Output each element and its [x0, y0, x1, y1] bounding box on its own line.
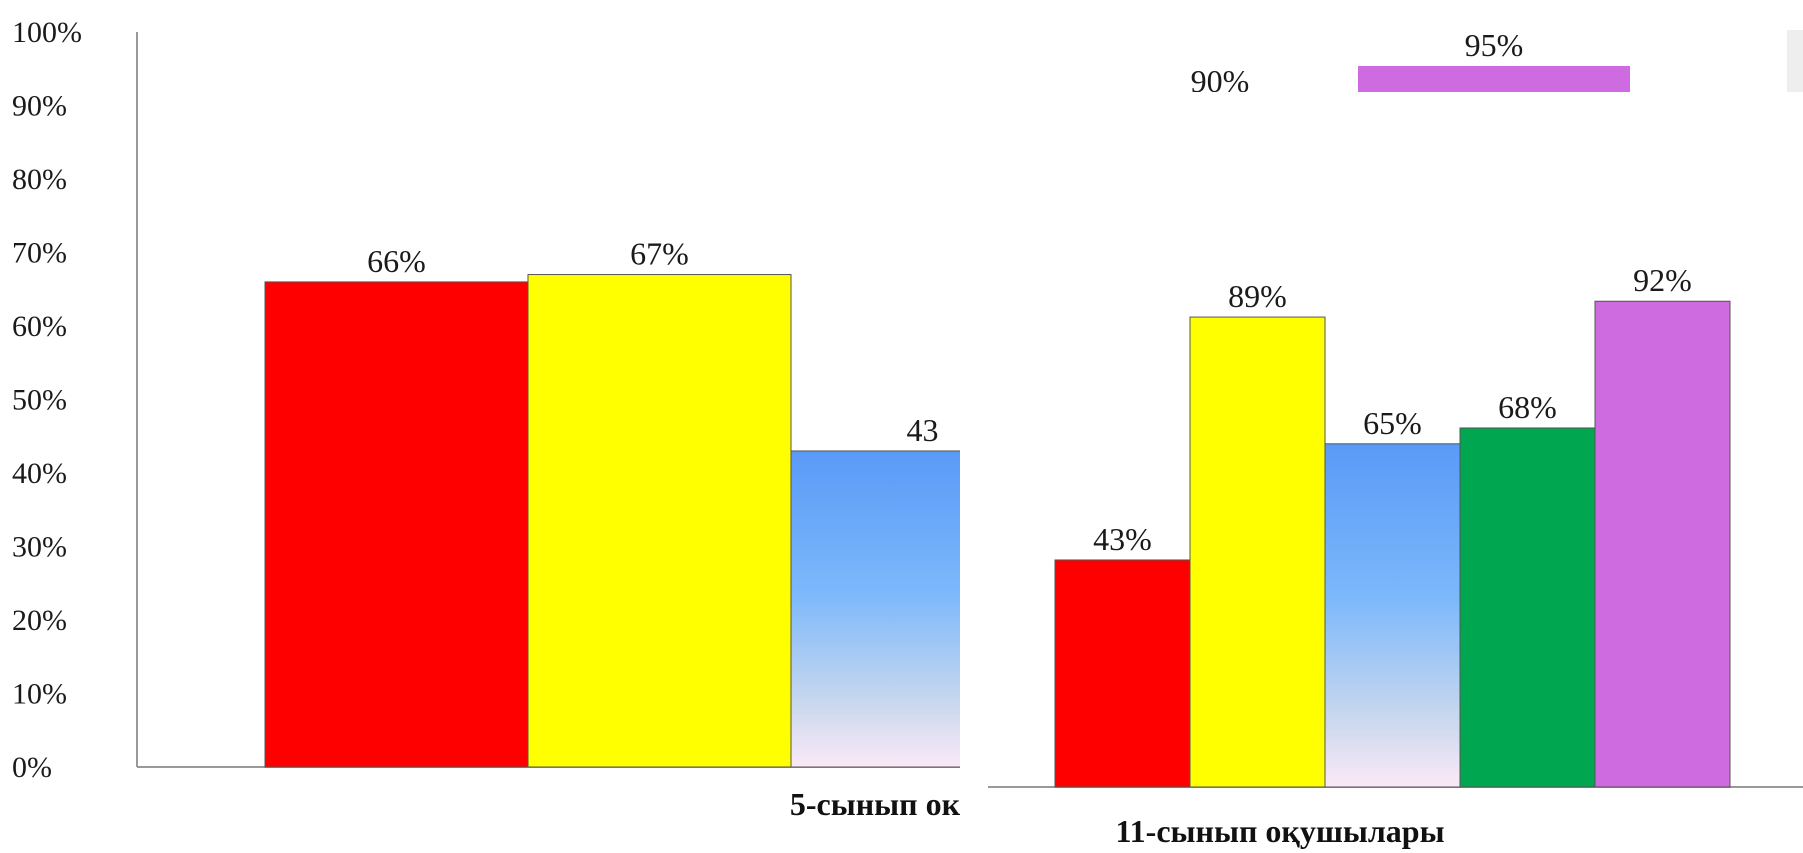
- data-label: 65%: [1363, 405, 1422, 441]
- y-tick-label: 100%: [12, 16, 82, 49]
- category-label: 11-сынып оқушылары: [1115, 813, 1444, 849]
- bar: [1594, 300, 1731, 788]
- bars: 43% 89% 65% 68% 92%: [1054, 262, 1731, 788]
- fragment-bar-95: [1358, 66, 1630, 92]
- y-tick-label: 80%: [12, 163, 67, 196]
- fragment-gray-strip: [1787, 30, 1803, 92]
- chart-5-synyp: 0% 10% 20% 30% 40% 50% 60% 70% 80% 90% 100% 66% 67%…: [12, 16, 1055, 822]
- y-axis-ticks: 0% 10% 20% 30% 40% 50% 60% 70% 80% 90% 100%: [12, 16, 82, 784]
- data-label: 43: [907, 412, 939, 448]
- bar: [1324, 443, 1461, 788]
- y-tick-label: 50%: [12, 384, 67, 417]
- data-label: 66%: [367, 243, 426, 279]
- data-label: 68%: [1498, 389, 1557, 425]
- data-label: 89%: [1228, 278, 1287, 314]
- fragment-cover: [960, 92, 1803, 132]
- bar: [264, 281, 529, 768]
- y-tick-label: 90%: [12, 90, 67, 123]
- y-tick-label: 10%: [12, 678, 67, 711]
- bar: [1459, 427, 1596, 788]
- y-tick-label: 60%: [12, 310, 67, 343]
- chart-11-synyp: 90% 95% 43%89%65% 68%92% 11-сынып оқушыла…: [960, 27, 1803, 853]
- bars: 66% 67% 43: [264, 236, 1055, 768]
- data-label: 92%: [1633, 262, 1692, 298]
- data-label: 67%: [630, 236, 689, 272]
- y-tick-label: 0%: [12, 751, 52, 784]
- y-tick-label: 40%: [12, 457, 67, 490]
- fragment-label-95: 95%: [1465, 27, 1524, 63]
- y-tick-label: 30%: [12, 531, 67, 564]
- category-label: 5-сынып ок: [790, 786, 961, 822]
- data-label: 43%: [1093, 521, 1152, 557]
- bar: [527, 274, 792, 768]
- bar: [1054, 559, 1191, 788]
- bar: [1189, 316, 1326, 788]
- y-tick-label: 70%: [12, 237, 67, 270]
- y-tick-label: 20%: [12, 604, 67, 637]
